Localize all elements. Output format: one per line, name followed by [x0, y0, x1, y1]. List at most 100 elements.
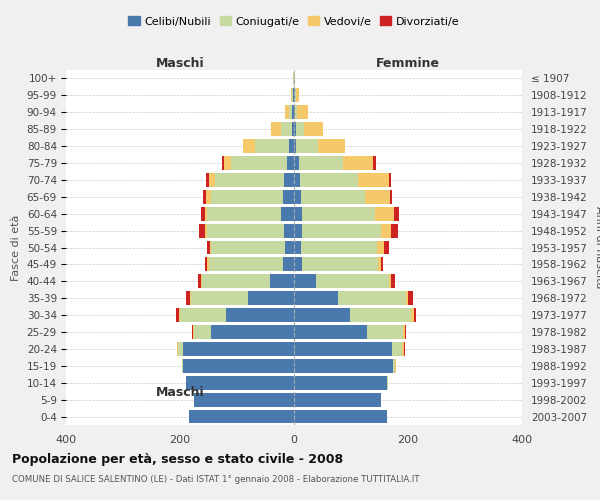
Bar [177, 342, 178, 356]
Bar [389, 274, 391, 288]
Bar [375, 207, 394, 220]
Bar [284, 173, 294, 187]
Y-axis label: Anni di nascita: Anni di nascita [595, 206, 600, 289]
Bar [205, 258, 208, 272]
Bar [300, 173, 358, 187]
Bar [296, 88, 299, 102]
Bar [304, 122, 323, 136]
Bar [298, 106, 308, 119]
Bar [302, 224, 380, 237]
Bar [367, 325, 403, 339]
Bar [180, 308, 226, 322]
Bar [232, 156, 287, 170]
Bar [255, 139, 289, 153]
Bar [226, 308, 294, 322]
Bar [294, 359, 392, 373]
Bar [294, 292, 338, 305]
Bar [191, 292, 248, 305]
Bar [296, 139, 318, 153]
Bar [209, 173, 215, 187]
Bar [392, 342, 403, 356]
Bar [302, 207, 375, 220]
Bar [200, 207, 205, 220]
Bar [199, 224, 205, 237]
Bar [202, 274, 270, 288]
Bar [380, 224, 391, 237]
Bar [287, 156, 294, 170]
Bar [203, 190, 206, 203]
Bar [302, 258, 378, 272]
Text: Femmine: Femmine [376, 57, 440, 70]
Bar [210, 240, 211, 254]
Bar [343, 156, 373, 170]
Bar [205, 224, 207, 237]
Bar [403, 342, 404, 356]
Bar [387, 376, 388, 390]
Bar [194, 392, 294, 406]
Bar [392, 359, 395, 373]
Bar [192, 325, 193, 339]
Bar [403, 325, 404, 339]
Text: COMUNE DI SALICE SALENTINO (LE) - Dati ISTAT 1° gennaio 2008 - Elaborazione TUTT: COMUNE DI SALICE SALENTINO (LE) - Dati I… [12, 475, 419, 484]
Bar [292, 122, 294, 136]
Bar [281, 207, 294, 220]
Bar [289, 139, 294, 153]
Bar [281, 122, 292, 136]
Bar [377, 240, 384, 254]
Bar [294, 156, 299, 170]
Bar [200, 274, 202, 288]
Bar [221, 156, 224, 170]
Bar [395, 359, 396, 373]
Bar [206, 173, 209, 187]
Bar [183, 342, 294, 356]
Bar [283, 190, 294, 203]
Bar [294, 139, 296, 153]
Bar [294, 258, 302, 272]
Bar [197, 274, 200, 288]
Bar [243, 139, 255, 153]
Bar [178, 342, 183, 356]
Bar [294, 122, 296, 136]
Bar [186, 292, 190, 305]
Bar [412, 308, 414, 322]
Bar [295, 106, 298, 119]
Bar [404, 342, 405, 356]
Bar [373, 156, 376, 170]
Bar [294, 392, 381, 406]
Bar [183, 359, 294, 373]
Bar [294, 240, 301, 254]
Bar [318, 139, 346, 153]
Bar [390, 190, 392, 203]
Bar [188, 410, 294, 424]
Bar [294, 274, 316, 288]
Bar [391, 224, 398, 237]
Bar [294, 410, 387, 424]
Bar [294, 308, 350, 322]
Bar [286, 106, 289, 119]
Bar [176, 308, 179, 322]
Bar [294, 207, 302, 220]
Bar [295, 88, 296, 102]
Bar [284, 224, 294, 237]
Bar [193, 325, 194, 339]
Bar [408, 292, 413, 305]
Bar [207, 224, 284, 237]
Bar [208, 240, 210, 254]
Bar [378, 258, 381, 272]
Bar [186, 376, 294, 390]
Bar [182, 359, 183, 373]
Bar [301, 190, 365, 203]
Bar [215, 173, 284, 187]
Bar [270, 274, 294, 288]
Bar [271, 122, 281, 136]
Bar [294, 106, 295, 119]
Bar [211, 325, 294, 339]
Y-axis label: Fasce di età: Fasce di età [11, 214, 21, 280]
Bar [294, 342, 392, 356]
Bar [205, 207, 208, 220]
Bar [406, 292, 408, 305]
Bar [194, 325, 211, 339]
Bar [190, 292, 191, 305]
Bar [209, 258, 283, 272]
Bar [299, 156, 343, 170]
